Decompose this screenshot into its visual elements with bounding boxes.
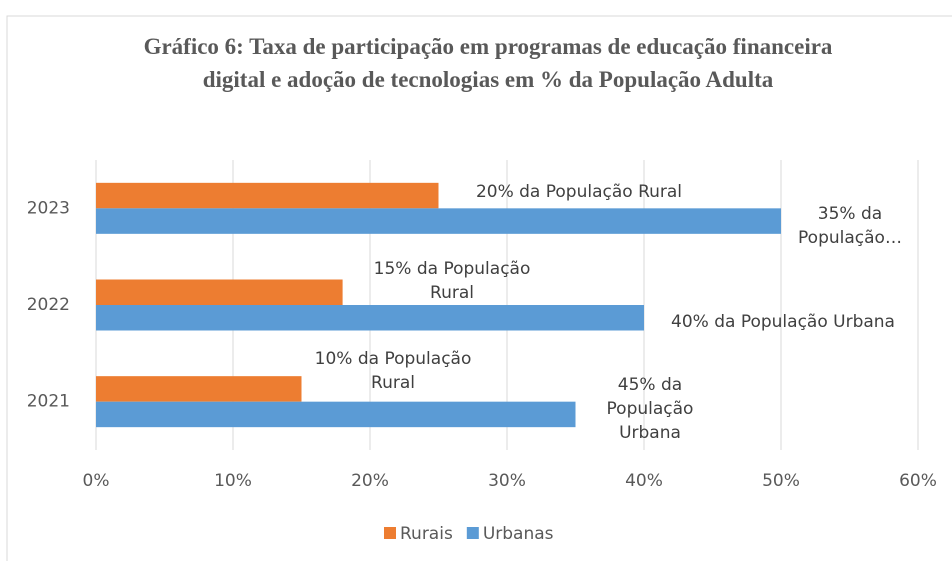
y-tick-label: 2022 [27,295,70,315]
annotation-box: 35% da População… [798,204,902,248]
x-tick-label: 0% [83,471,110,491]
annotation-box: 40% da População Urbana [671,312,895,332]
y-tick-label: 2021 [27,392,70,412]
bar [96,182,439,209]
legend-swatch [466,527,479,539]
annotation-box: 10% da População Rural [314,349,472,393]
bar [96,208,781,234]
x-tick-label: 20% [351,471,389,491]
x-tick-label: 30% [488,471,526,491]
bar [96,279,343,305]
data-annotation: 20% da População Rural [475,182,683,202]
bar [96,305,644,331]
annotation-box: 20% da População Rural [475,182,683,202]
data-annotation: 35% da População… [798,204,902,248]
legend-swatch [384,527,396,539]
data-annotation: 40% da População Urbana [671,312,895,332]
x-tick-label: 60% [899,471,937,491]
y-tick-label: 2023 [27,198,70,218]
x-tick-label: 40% [625,471,663,491]
chart-title: Gráfico 6: Taxa de participação em progr… [143,34,833,92]
data-annotation: 10% da População Rural [314,349,472,393]
x-tick-label: 50% [762,471,800,491]
data-annotation: 15% da População Rural [373,259,531,303]
legend-label: Rurais [400,524,453,544]
annotation-box: 45% da População Urbana [606,375,694,443]
x-tick-label: 10% [214,471,252,491]
bar [96,401,576,428]
title-box: Gráfico 6: Taxa de participação em progr… [143,34,833,92]
data-annotation: 45% da População Urbana [606,375,694,443]
legend-label: Urbanas [483,524,554,544]
annotation-box: 15% da População Rural [373,259,531,303]
bar [96,376,302,402]
